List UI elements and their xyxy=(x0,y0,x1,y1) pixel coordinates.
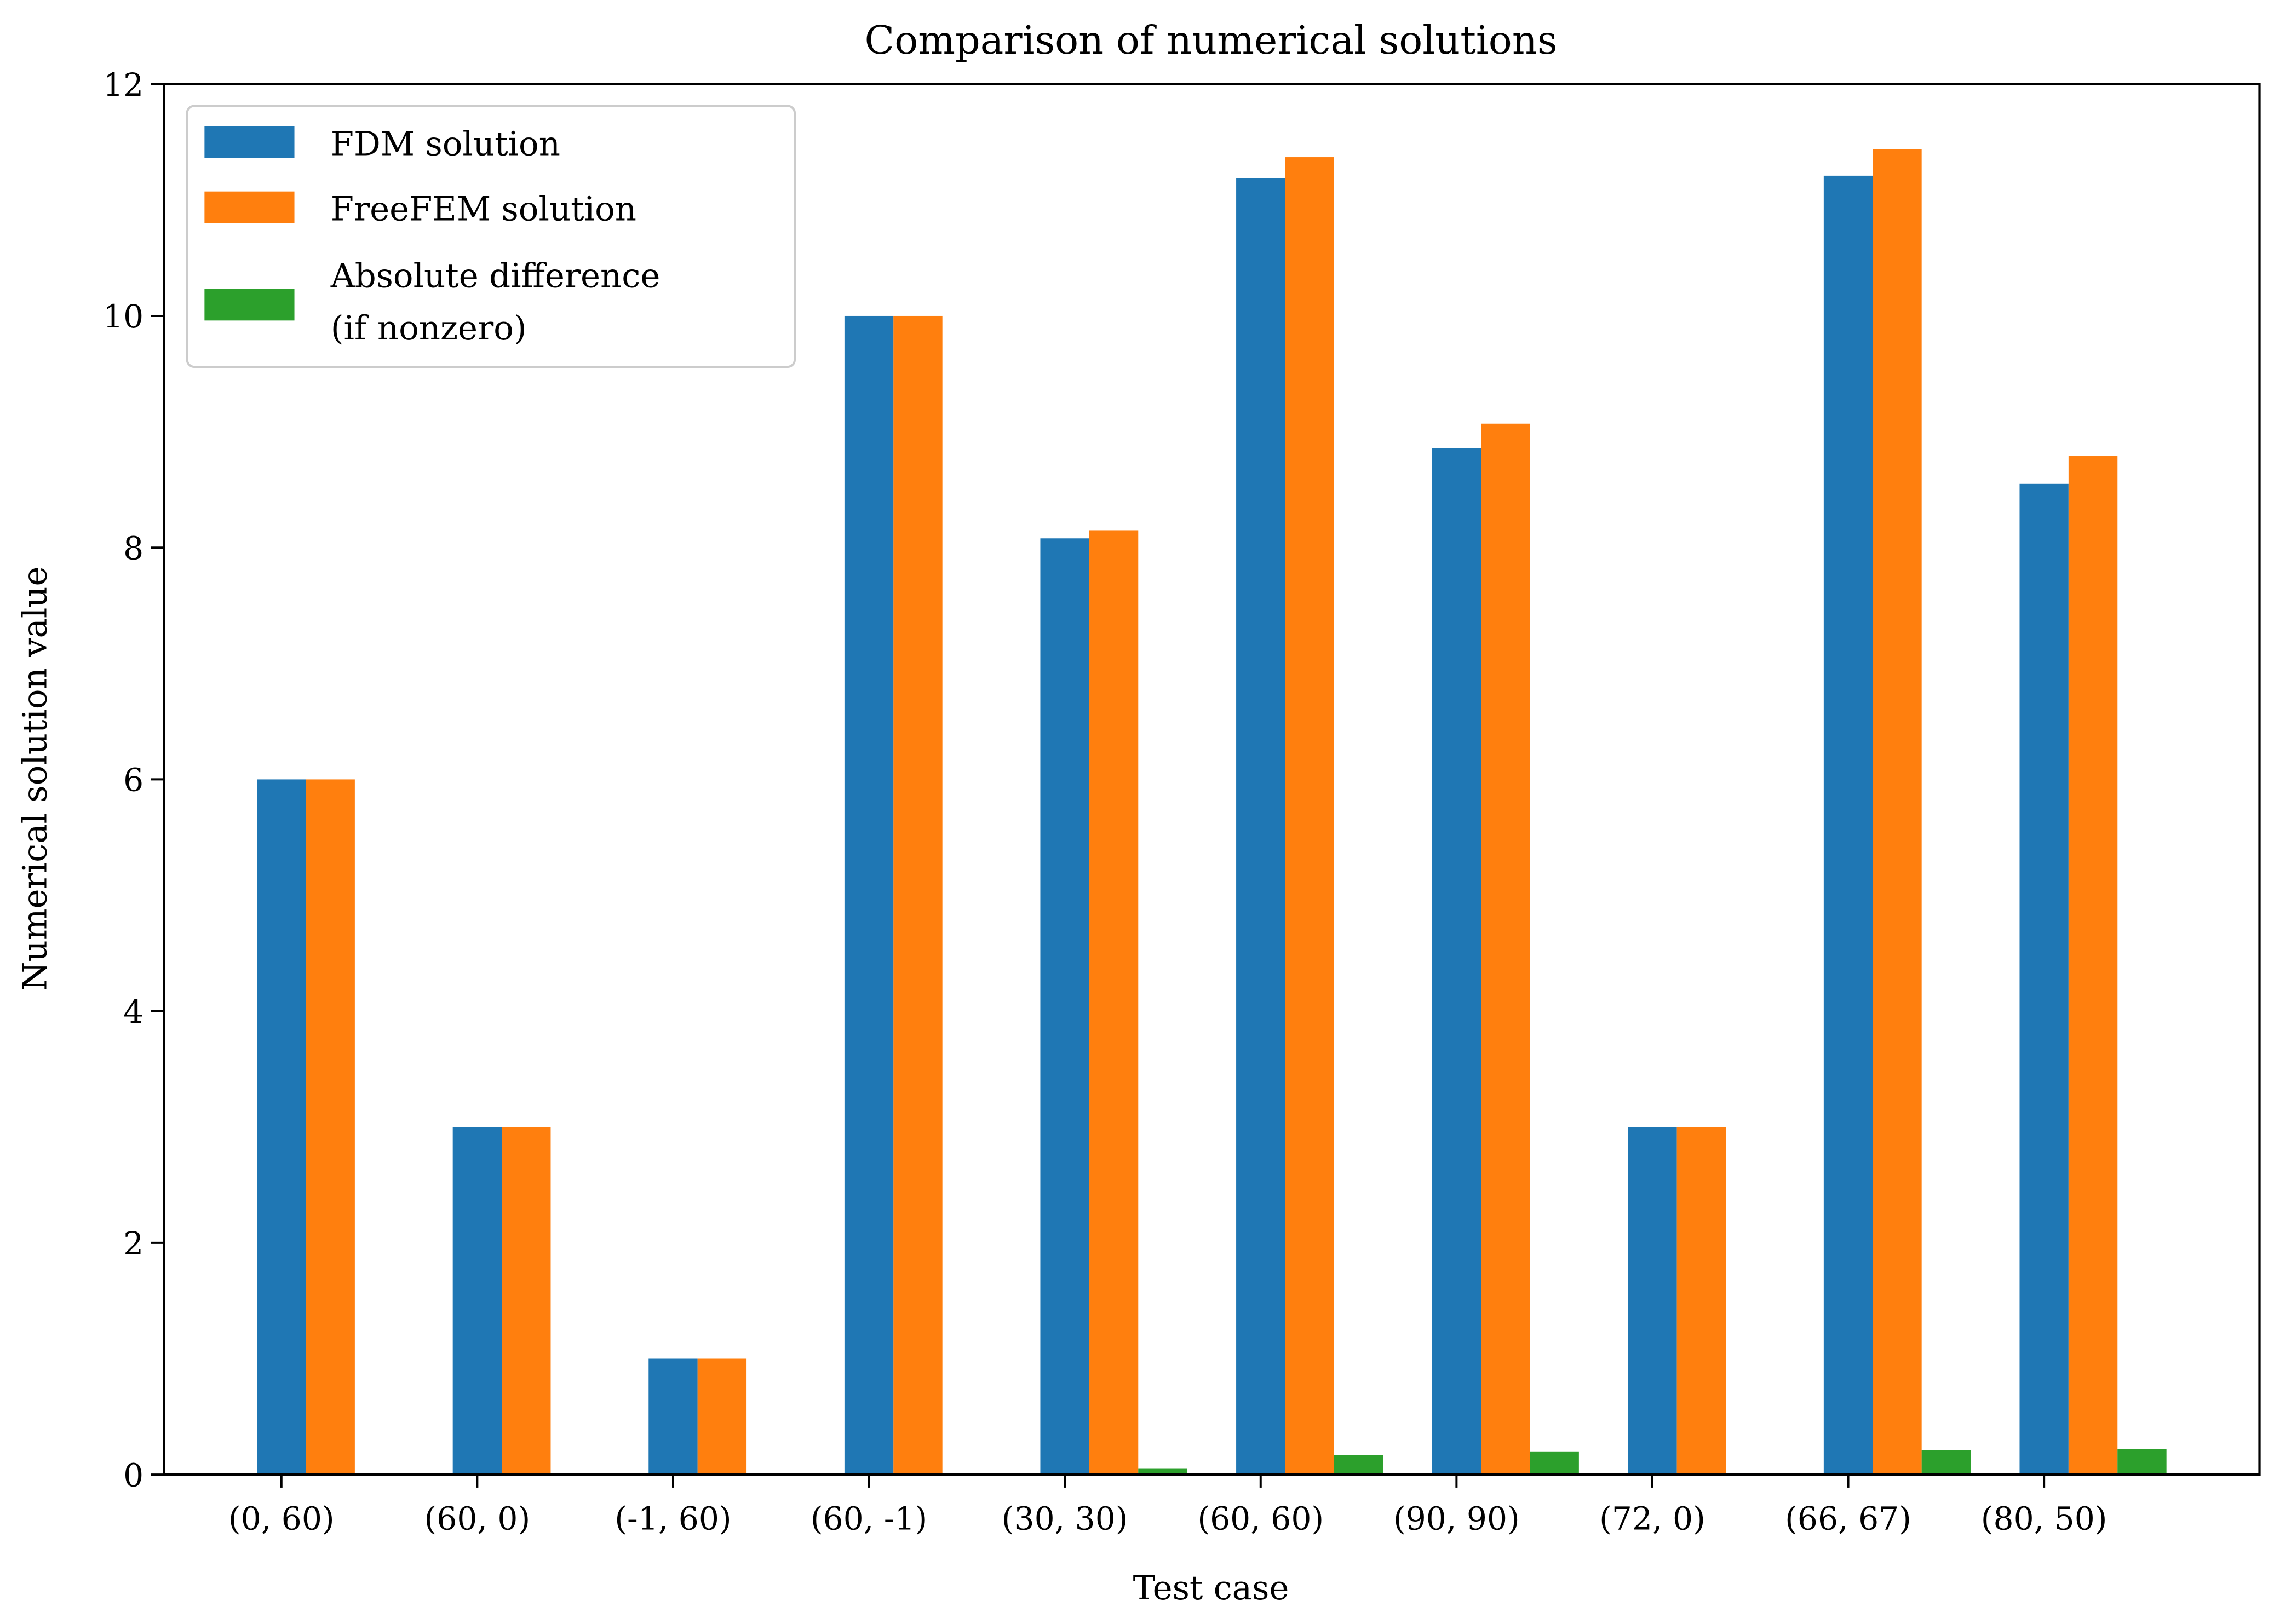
x-tick-label: (60, 0) xyxy=(424,1500,531,1537)
plot-frame xyxy=(163,83,2261,1476)
bar-fdm-2 xyxy=(648,1358,698,1475)
y-tick-label: 6 xyxy=(123,762,143,799)
x-tick-label: (-1, 60) xyxy=(615,1500,731,1537)
bar-fdm-8 xyxy=(1823,175,1873,1475)
x-tick-label: (30, 30) xyxy=(1002,1500,1128,1537)
legend-box xyxy=(186,105,796,368)
bar-difference-9 xyxy=(2117,1449,2167,1475)
bar-freefem-3 xyxy=(893,315,943,1475)
bar-freefem-9 xyxy=(2068,456,2118,1475)
legend-swatch xyxy=(204,289,295,321)
y-tick-label: 10 xyxy=(103,298,143,335)
bar-difference-5 xyxy=(1334,1455,1383,1475)
y-tick-label: 0 xyxy=(123,1456,143,1494)
bar-fdm-5 xyxy=(1236,178,1285,1475)
x-tick-label: (60, 60) xyxy=(1197,1500,1324,1537)
x-tick-label: (66, 67) xyxy=(1785,1500,1911,1537)
bar-fdm-7 xyxy=(1628,1127,1677,1475)
y-tick-label: 2 xyxy=(123,1225,143,1262)
bar-fdm-3 xyxy=(844,315,894,1475)
y-tick-label: 12 xyxy=(103,66,143,103)
bar-difference-6 xyxy=(1530,1451,1579,1475)
legend-label: FreeFEM solution xyxy=(331,190,636,229)
legend: FDM solution FreeFEM solution Absolute dif… xyxy=(186,105,796,368)
bar-freefem-0 xyxy=(306,779,355,1475)
bar-difference-8 xyxy=(1921,1450,1971,1475)
x-tick-label: (90, 90) xyxy=(1393,1500,1520,1537)
x-axis-label: Test case xyxy=(1133,1569,1289,1608)
x-tick-label: (60, -1) xyxy=(811,1500,927,1537)
x-tick-label: (80, 50) xyxy=(1981,1500,2108,1537)
bar-fdm-1 xyxy=(452,1127,502,1475)
bars-group xyxy=(257,149,2167,1475)
bar-fdm-0 xyxy=(257,779,306,1475)
ticks-group: (0, 60) (60, 0) (-1, 60) (60, -1) (30, 30) (6… xyxy=(103,66,2108,1537)
bar-difference-4 xyxy=(1138,1468,1187,1475)
bar-freefem-2 xyxy=(697,1358,747,1475)
y-axis-label: Numerical solution value xyxy=(16,566,55,990)
bar-freefem-7 xyxy=(1676,1127,1726,1475)
bar-fdm-9 xyxy=(2019,483,2069,1475)
bar-fdm-6 xyxy=(1432,448,1481,1475)
legend-swatch xyxy=(204,126,295,158)
y-tick-label: 4 xyxy=(123,993,143,1030)
bar-freefem-1 xyxy=(502,1127,551,1475)
legend-label: Absolute difference xyxy=(330,256,661,295)
y-tick-label: 8 xyxy=(123,529,143,567)
legend-label: FDM solution xyxy=(331,124,560,163)
bar-freefem-8 xyxy=(1873,149,1922,1475)
bar-freefem-5 xyxy=(1285,157,1334,1475)
legend-label: (if nonzero) xyxy=(331,309,527,348)
x-tick-label: (72, 0) xyxy=(1599,1500,1706,1537)
x-tick-label: (0, 60) xyxy=(228,1500,335,1537)
legend-swatch xyxy=(204,191,295,223)
bar-freefem-4 xyxy=(1089,530,1139,1475)
bar-fdm-4 xyxy=(1040,538,1089,1475)
chart-title: Comparison of numerical solutions xyxy=(865,18,1558,63)
bar-freefem-6 xyxy=(1481,423,1530,1475)
